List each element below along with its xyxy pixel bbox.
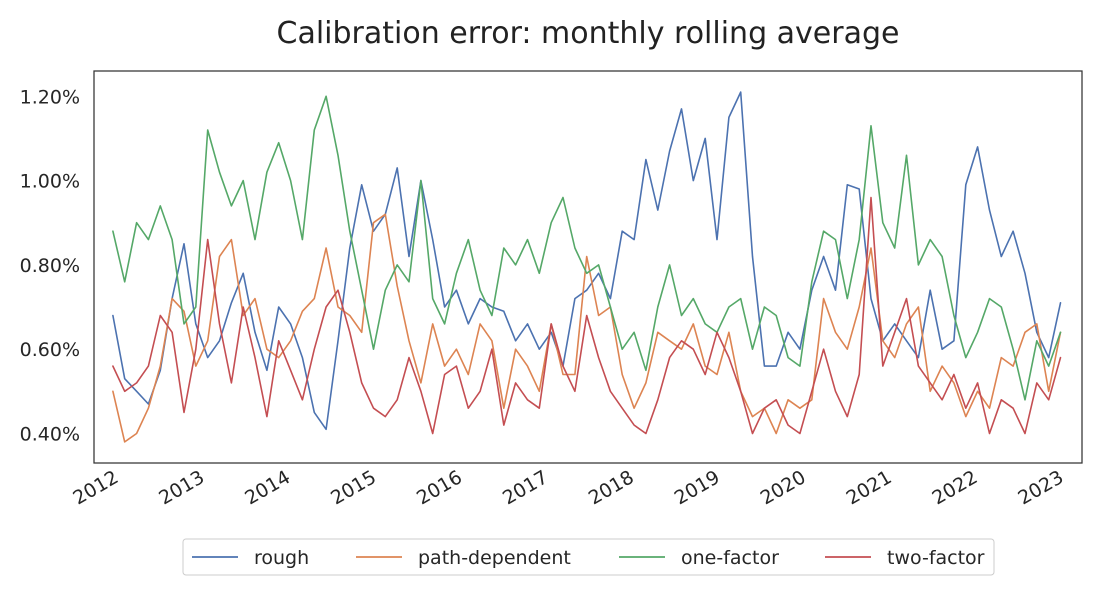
x-tick-label: 2018 (585, 466, 638, 509)
legend: rough path-dependent one-factor two-factor (182, 538, 995, 576)
y-axis: 0.40% 0.60% 0.80% 1.00% 1.20% (20, 86, 80, 445)
legend-label-two-factor: two-factor (887, 547, 985, 569)
y-tick-label: 0.60% (20, 339, 80, 361)
x-tick-label: 2022 (929, 466, 982, 509)
x-tick-label: 2014 (241, 466, 294, 509)
plot-area-frame (93, 70, 1083, 464)
x-tick-label: 2013 (155, 466, 208, 509)
x-tick-label: 2020 (757, 466, 810, 509)
legend-label-rough: rough (254, 547, 309, 569)
y-tick-label: 1.00% (20, 171, 80, 193)
legend-label-path-dependent: path-dependent (418, 547, 571, 569)
legend-frame (182, 538, 995, 576)
plot-area-series (112, 91, 1062, 443)
x-tick-label: 2019 (671, 466, 724, 509)
chart-title: Calibration error: monthly rolling avera… (277, 16, 900, 51)
series-line-path-dependent (112, 213, 1062, 443)
series-line-two-factor (112, 196, 1062, 435)
x-tick-label: 2016 (413, 466, 466, 509)
series-line-one-factor (112, 95, 1062, 401)
legend-label-one-factor: one-factor (681, 547, 779, 569)
x-axis: 2012 2013 2014 2015 2016 2017 2018 2019 2020 2021… (69, 466, 1067, 509)
x-tick-label: 2017 (499, 466, 552, 509)
x-tick-label: 2021 (843, 466, 896, 509)
y-tick-label: 0.40% (20, 423, 80, 445)
x-tick-label: 2023 (1014, 466, 1067, 509)
x-tick-label: 2015 (327, 466, 380, 509)
y-tick-label: 1.20% (20, 86, 80, 108)
x-tick-label: 2012 (69, 466, 122, 509)
y-tick-label: 0.80% (20, 255, 80, 277)
